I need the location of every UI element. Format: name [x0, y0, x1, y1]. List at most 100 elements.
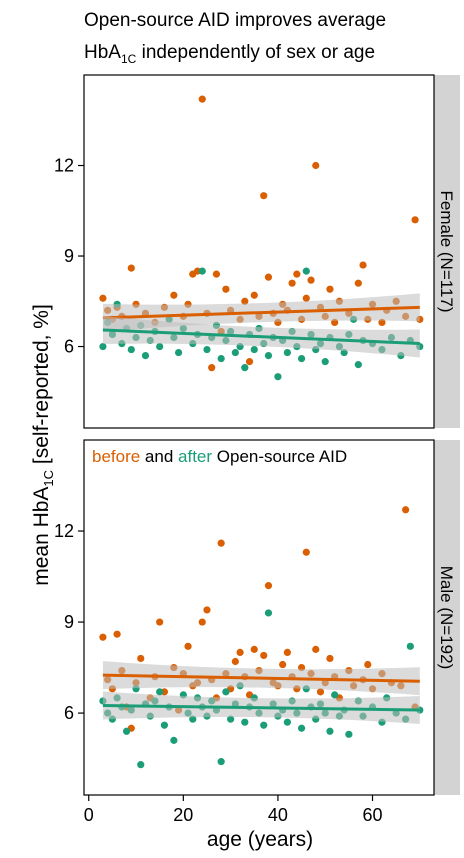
y-tick-label: 9: [64, 612, 74, 632]
data-point-before: [127, 264, 135, 272]
panel-male: Male (N=192) 6 9 12: [54, 439, 460, 796]
legend-rest: Open-source AID: [212, 447, 347, 466]
trend-line-before: [102, 305, 420, 320]
panel-frame: [83, 439, 435, 796]
data-point-after: [354, 361, 362, 369]
data-point-after: [156, 342, 164, 351]
data-point-before: [302, 294, 310, 302]
x-tick-label: 20: [173, 805, 193, 825]
legend-before: before: [92, 447, 140, 466]
data-point-after: [283, 718, 291, 726]
data-point-after: [297, 724, 306, 732]
legend-after: after: [178, 447, 212, 466]
data-point-after: [160, 721, 169, 729]
data-point-after: [127, 345, 135, 354]
data-point-after: [302, 267, 310, 275]
x-axis-title: age (years): [207, 828, 313, 851]
data-point-before: [354, 279, 362, 287]
data-point-after: [174, 348, 183, 357]
data-point-before: [137, 654, 145, 663]
data-point-after: [241, 364, 249, 372]
trend-line-after: [102, 703, 420, 712]
chart-title-line1: Open-source AID improves average: [84, 10, 386, 31]
data-point-after: [217, 758, 225, 766]
data-point-after: [406, 642, 414, 650]
data-point-after: [137, 761, 145, 769]
data-point-before: [231, 657, 239, 666]
data-point-after: [321, 358, 329, 366]
data-point-before: [203, 606, 211, 614]
data-point-before: [312, 161, 320, 170]
data-point-before: [264, 273, 273, 281]
data-point-after: [170, 736, 178, 744]
title-hba: HbA: [84, 42, 121, 63]
data-point-after: [264, 609, 273, 617]
data-point-after: [331, 691, 339, 699]
data-point-after: [198, 267, 206, 275]
y-tick-label: 12: [54, 521, 74, 541]
y-tick-label: 12: [54, 156, 74, 176]
y-axis-title: mean HbA1C [self-reported, %]: [30, 304, 56, 586]
data-point-before: [307, 276, 315, 284]
data-point-before: [288, 279, 296, 287]
data-point-after: [264, 351, 273, 360]
y-tick-label: 6: [64, 337, 74, 357]
ylabel-hba: mean HbA: [30, 487, 53, 586]
data-point-after: [326, 727, 334, 735]
data-point-before: [260, 192, 268, 200]
data-point-before: [99, 633, 107, 641]
data-point-after: [217, 355, 225, 363]
data-point-before: [326, 285, 334, 293]
data-point-after: [250, 345, 258, 354]
ylabel-subscript: 1C: [41, 470, 56, 487]
data-point-before: [222, 285, 230, 293]
data-point-after: [122, 727, 131, 735]
data-point-before: [264, 582, 273, 590]
data-point-after: [227, 715, 235, 723]
data-point-before: [198, 95, 206, 103]
data-point-before: [250, 645, 258, 653]
data-point-after: [283, 348, 291, 357]
x-tick-label: 40: [268, 805, 288, 825]
data-point-after: [141, 351, 150, 360]
panel-frame: [83, 74, 435, 429]
chart-title-line2: HbA1C independently of sex or age: [84, 42, 375, 66]
facet-strip: [434, 440, 460, 795]
data-point-before: [245, 358, 254, 366]
data-point-before: [250, 291, 258, 299]
data-point-after: [231, 348, 239, 357]
data-point-before: [170, 291, 178, 299]
data-point-before: [260, 651, 268, 660]
data-point-before: [402, 506, 410, 514]
data-point-before: [411, 216, 419, 224]
data-point-before: [312, 645, 320, 653]
data-point-before: [241, 297, 249, 305]
data-point-after: [345, 730, 353, 738]
data-point-before: [217, 539, 225, 547]
data-point-before: [156, 618, 164, 626]
ylabel-rest: [self-reported, %]: [30, 304, 53, 470]
data-point-before: [364, 660, 372, 669]
data-point-after: [274, 373, 282, 381]
x-axis: 0 20 40 60: [84, 795, 383, 825]
data-point-before: [359, 261, 367, 269]
facet-strip-label: Male (N=192): [437, 566, 456, 669]
data-point-before: [302, 548, 310, 556]
data-point-before: [236, 648, 244, 656]
title-hba-subscript: 1C: [121, 52, 137, 66]
facet-strip-label: Female (N=117): [437, 190, 456, 312]
legend-and: and: [140, 447, 178, 466]
data-point-before: [283, 648, 291, 656]
data-point-before: [99, 294, 107, 302]
data-point-before: [212, 270, 221, 278]
data-point-after: [297, 355, 306, 363]
title-rest: independently of sex or age: [136, 42, 375, 63]
facet-strip: [434, 75, 460, 428]
legend-annotation: before and after Open-source AID: [92, 447, 347, 466]
data-point-after: [241, 718, 249, 726]
data-point-before: [293, 270, 301, 278]
data-point-before: [208, 364, 216, 372]
x-tick-label: 0: [84, 805, 94, 825]
data-point-before: [326, 654, 334, 663]
